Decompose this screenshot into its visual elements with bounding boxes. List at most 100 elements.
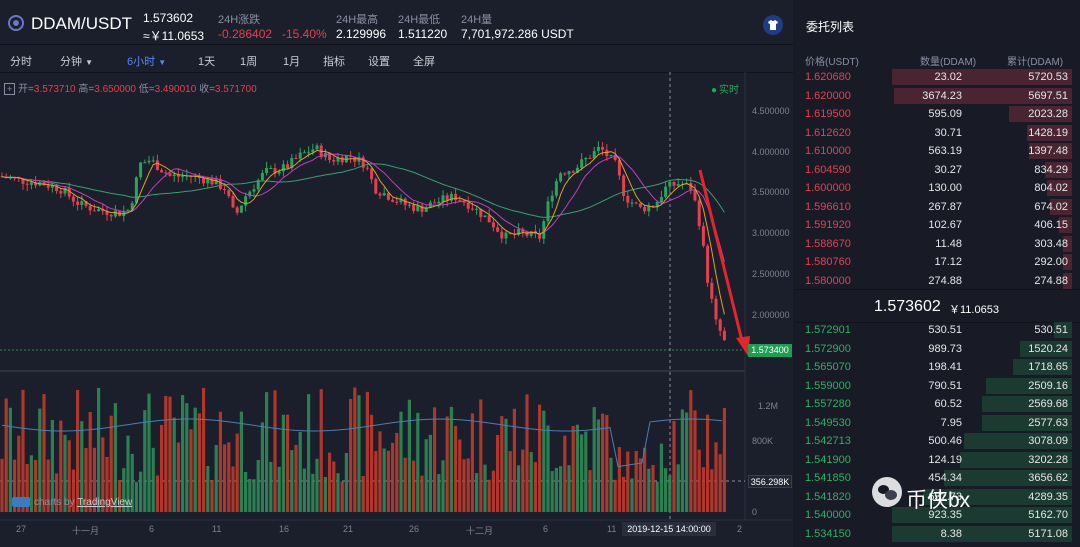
candle-body bbox=[13, 177, 17, 179]
volume-bar bbox=[76, 390, 80, 512]
crosshair-time-tag: 2019-12-15 14:00:00 bbox=[622, 522, 716, 536]
candle-body bbox=[4, 176, 8, 179]
volume-bar bbox=[622, 476, 626, 512]
tab-1-day[interactable]: 1天 bbox=[198, 56, 216, 68]
row-price: 1.620680 bbox=[805, 71, 851, 83]
ask-row[interactable]: 1.580000 274.88 274.88 bbox=[796, 272, 1080, 291]
volume-bar bbox=[437, 474, 441, 512]
volume-bar bbox=[428, 434, 432, 512]
candle-body bbox=[239, 205, 243, 213]
row-amount: 11.48 bbox=[935, 237, 962, 250]
ask-row[interactable]: 1.596610 267.87 674.02 bbox=[796, 198, 1080, 217]
orderbook-last-cny: ￥11.0653 bbox=[949, 304, 999, 316]
ask-row[interactable]: 1.620680 23.02 5720.53 bbox=[796, 68, 1080, 87]
volume-bar bbox=[701, 467, 705, 512]
candle-body bbox=[332, 159, 336, 162]
candle-body bbox=[344, 155, 348, 163]
ask-row[interactable]: 1.604590 30.27 834.29 bbox=[796, 161, 1080, 180]
tradingview-attribution[interactable]: charts by TradingView bbox=[12, 497, 132, 508]
high-value: 2.129996 bbox=[336, 27, 387, 41]
tab-timeline[interactable]: 分时 bbox=[10, 56, 32, 68]
bid-row[interactable]: 1.572900 989.73 1520.24 bbox=[796, 340, 1080, 359]
indicators-button[interactable]: 指标 bbox=[323, 56, 345, 68]
depth-bar bbox=[985, 377, 1072, 394]
candle-body bbox=[643, 207, 647, 212]
volume-bar bbox=[336, 473, 340, 512]
bid-row[interactable]: 1.541850 454.34 3656.62 bbox=[796, 469, 1080, 488]
tab-6-hours[interactable]: 6小时 ▼ bbox=[127, 53, 166, 69]
candle-body bbox=[29, 182, 33, 185]
row-price: 1.565070 bbox=[805, 361, 851, 373]
bid-row[interactable]: 1.541900 124.19 3202.28 bbox=[796, 451, 1080, 470]
ask-row[interactable]: 1.588670 11.48 303.48 bbox=[796, 235, 1080, 254]
bid-row[interactable]: 1.549530 7.95 2577.63 bbox=[796, 414, 1080, 433]
bid-row[interactable]: 1.542713 500.46 3078.09 bbox=[796, 432, 1080, 451]
volume-bar bbox=[374, 451, 378, 512]
candle-body bbox=[147, 160, 151, 163]
candle-body bbox=[479, 208, 483, 218]
volume-bar bbox=[206, 465, 210, 512]
fullscreen-button[interactable]: 全屏 bbox=[413, 56, 435, 68]
volume-bar bbox=[181, 395, 185, 512]
row-price: 1.559000 bbox=[805, 379, 851, 392]
candle-body bbox=[378, 193, 382, 196]
candle-body bbox=[42, 182, 46, 186]
candle-body bbox=[554, 181, 558, 196]
ask-row[interactable]: 1.600000 130.00 804.02 bbox=[796, 179, 1080, 198]
row-total: 274.88 bbox=[1034, 274, 1068, 287]
ask-row[interactable]: 1.619500 595.09 2023.28 bbox=[796, 105, 1080, 124]
ask-row[interactable]: 1.620000 3674.23 5697.51 bbox=[796, 87, 1080, 106]
bid-row[interactable]: 1.565070 198.41 1718.65 bbox=[796, 358, 1080, 377]
volume-bar bbox=[155, 475, 159, 512]
tshirt-icon[interactable] bbox=[763, 15, 783, 35]
bid-row[interactable]: 1.540000 923.35 5162.70 bbox=[796, 506, 1080, 525]
ask-row[interactable]: 1.610000 563.19 1397.48 bbox=[796, 142, 1080, 161]
realtime-indicator[interactable]: 实时 bbox=[711, 81, 739, 96]
candle-body bbox=[340, 157, 344, 163]
bid-row[interactable]: 1.541820 632.73 4289.35 bbox=[796, 488, 1080, 507]
ask-row[interactable]: 1.580760 17.12 292.00 bbox=[796, 253, 1080, 272]
collapse-icon[interactable]: + bbox=[4, 83, 16, 95]
volume-bar bbox=[538, 404, 542, 512]
volume-bar bbox=[626, 451, 630, 512]
depth-bar bbox=[1028, 143, 1072, 159]
volume-bar bbox=[533, 462, 537, 512]
candle-body bbox=[185, 175, 189, 177]
candle-body bbox=[76, 201, 80, 206]
candle-body bbox=[697, 200, 701, 227]
bid-row[interactable]: 1.557280 60.52 2569.68 bbox=[796, 395, 1080, 414]
ask-row[interactable]: 1.591920 102.67 406.15 bbox=[796, 216, 1080, 235]
row-amount: 102.67 bbox=[928, 219, 962, 231]
candle-body bbox=[218, 179, 222, 190]
price-tick: 3.000000 bbox=[752, 228, 790, 238]
candle-body bbox=[189, 175, 193, 177]
change-percent: -15.40% bbox=[282, 27, 327, 41]
volume-bar bbox=[609, 457, 613, 512]
row-total: 2023.28 bbox=[1028, 108, 1068, 120]
volume-bar bbox=[546, 425, 550, 512]
low-label: 24H最低 bbox=[398, 14, 441, 26]
settings-button[interactable]: 设置 bbox=[368, 56, 390, 68]
bid-row[interactable]: 1.534150 8.38 5171.08 bbox=[796, 525, 1080, 544]
candle-body bbox=[227, 190, 231, 197]
tab-1-week[interactable]: 1周 bbox=[240, 56, 258, 68]
ask-row[interactable]: 1.612620 30.71 1428.19 bbox=[796, 124, 1080, 143]
candle-body bbox=[38, 182, 42, 186]
row-total: 4289.35 bbox=[1028, 490, 1068, 503]
depth-bar bbox=[892, 525, 1072, 542]
candle-body bbox=[353, 156, 357, 162]
row-price: 1.557280 bbox=[805, 398, 851, 410]
row-total: 5162.70 bbox=[1028, 509, 1068, 521]
candle-body bbox=[638, 203, 642, 208]
pair-name[interactable]: DDAM/USDT bbox=[31, 14, 133, 33]
bid-row[interactable]: 1.572901 530.51 530.51 bbox=[796, 321, 1080, 340]
depth-bar bbox=[1012, 359, 1072, 375]
tab-1-month[interactable]: 1月 bbox=[283, 56, 301, 68]
volume-bar bbox=[504, 418, 508, 512]
bid-row[interactable]: 1.559000 790.51 2509.16 bbox=[796, 377, 1080, 396]
tab-minute[interactable]: 分钟 ▼ bbox=[60, 53, 93, 69]
volume-tick: 800K bbox=[752, 436, 774, 446]
volume-bar bbox=[580, 434, 584, 512]
tab-6-hours-label: 6小时 bbox=[127, 56, 156, 68]
price-tick: 2.000000 bbox=[752, 310, 790, 320]
